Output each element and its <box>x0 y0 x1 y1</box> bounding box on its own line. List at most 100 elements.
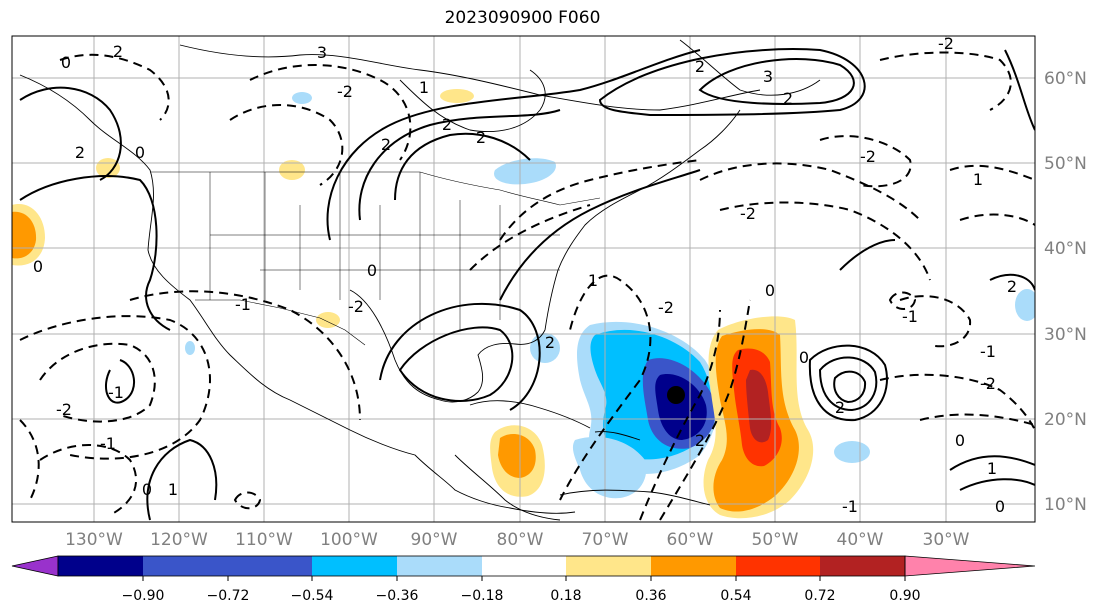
contour-label: -1 <box>100 434 116 453</box>
contour-solid-7 <box>19 86 122 181</box>
contour-label: 1 <box>419 78 429 97</box>
contour-label: 0 <box>142 480 152 499</box>
contour-solid-10 <box>499 169 701 301</box>
contour-label: 3 <box>317 43 327 62</box>
colorbar-tick-label: 0.18 <box>550 588 581 604</box>
lat-label: 20°N <box>1044 410 1087 430</box>
contour-label: -1 <box>108 383 124 402</box>
colorbar-tick-label: 0.90 <box>889 588 920 604</box>
contour-dashed-12 <box>899 295 972 348</box>
colorbar-seg-2 <box>143 556 228 576</box>
colorbar-tick-labels: −0.90 −0.72 −0.54 −0.36 −0.18 0.18 0.36 … <box>122 588 921 604</box>
contour-dashed-18 <box>59 53 170 121</box>
contour-label: 2 <box>1007 277 1017 296</box>
contour-dashed-5 <box>19 315 211 460</box>
coast-hispaniola <box>594 431 641 441</box>
contour-dashed-22 <box>888 291 917 310</box>
contour-label: 2 <box>476 128 486 147</box>
shade-hudson-blue <box>292 92 312 104</box>
map-content: 0 2 3 0 2 -2 2 1 2 3 2 2 -2 2 0 -1 -2 -1… <box>12 34 1035 522</box>
contour-solid-5 <box>698 57 855 105</box>
contour-label: -2 <box>938 34 954 53</box>
contour-solid-2 <box>358 109 561 221</box>
colorbar-tick-label: −0.72 <box>207 588 250 604</box>
lon-label: 50°W <box>752 530 799 550</box>
coast-gulf-of-mexico <box>349 289 546 403</box>
contour-label: 3 <box>763 67 773 86</box>
colorbar-tick-label: −0.36 <box>376 588 419 604</box>
contour-dashed-19 <box>499 159 701 241</box>
coast-south-america-north <box>559 489 711 506</box>
shade-center-dot <box>667 386 685 404</box>
coast-canada-north <box>179 44 761 111</box>
lat-label: 30°N <box>1044 325 1087 345</box>
lon-label: 120°W <box>150 530 208 550</box>
contour-label: 2 <box>442 115 452 134</box>
colorbar-seg-10 <box>820 556 905 576</box>
contour-label: 2 <box>835 398 845 417</box>
shade-light-blue-south <box>572 436 647 499</box>
contour-label: 2 <box>113 42 123 61</box>
contour-dashed-4 <box>39 342 156 423</box>
contour-label: 0 <box>367 261 377 280</box>
shade-bahamas-blue <box>530 333 560 363</box>
contour-solid-4 <box>598 48 866 117</box>
contour-label: 0 <box>955 431 965 450</box>
colorbar-seg-4 <box>312 556 397 576</box>
lon-label-group: 130°W 120°W 110°W 100°W 90°W 80°W 70°W 6… <box>65 530 970 550</box>
contour-label: -1 <box>902 307 918 326</box>
lon-label: 130°W <box>65 530 123 550</box>
contour-label: 0 <box>33 257 43 276</box>
coast-us-east <box>544 109 741 331</box>
shade-baja-blue <box>185 341 195 355</box>
lat-label: 10°N <box>1044 495 1087 515</box>
contour-label: -1 <box>235 295 251 314</box>
contour-dashed-11 <box>819 135 912 188</box>
colorbar-left-arrow <box>11 555 59 577</box>
contour-dashed-24 <box>959 213 1035 226</box>
contour-dashed-23 <box>949 164 1035 181</box>
contour-solid-16 <box>146 438 218 521</box>
colorbar-tick-label: 0.72 <box>804 588 835 604</box>
contour-label: 0 <box>995 497 1005 516</box>
contour-solid-1 <box>326 49 701 241</box>
shade-mexico-yellow <box>316 312 340 328</box>
colorbar-seg-7 <box>566 556 651 576</box>
contour-solid-20 <box>839 239 896 271</box>
lon-label: 80°W <box>497 530 544 550</box>
contour-solid-8 <box>398 326 514 402</box>
colorbar-tick-label: −0.90 <box>122 588 165 604</box>
contour-dashed-13 <box>879 373 1035 431</box>
map-frame <box>11 35 1036 523</box>
contour-dashed-17 <box>879 51 1012 111</box>
contour-label-group: 0 2 3 0 2 -2 2 1 2 3 2 2 -2 2 0 -1 -2 -1… <box>33 34 1017 516</box>
contour-dashed-10 <box>719 201 931 281</box>
contour-label: 1 <box>168 480 178 499</box>
contour-solid-13 <box>833 370 867 404</box>
colorbar-tick-label: −0.54 <box>291 588 334 604</box>
contour-dashed-15 <box>39 444 137 516</box>
contour-label: 1 <box>987 459 997 478</box>
colorbar-seg-6 <box>482 556 566 576</box>
lon-label: 100°W <box>320 530 378 550</box>
coast-cuba <box>469 400 591 429</box>
colorbar-tick-label: 0.36 <box>635 588 666 604</box>
lat-label: 60°N <box>1044 69 1087 89</box>
contour-dashed-1 <box>559 274 652 501</box>
contour-label: -2 <box>348 297 364 316</box>
colorbar-tick-label: −0.18 <box>461 588 504 604</box>
contour-solid-14 <box>949 455 1035 471</box>
contour-label: 1 <box>973 170 983 189</box>
contour-label: 2 <box>695 431 705 450</box>
contour-solid-6 <box>19 175 171 331</box>
contour-dashed-16 <box>19 419 40 501</box>
contour-label: 0 <box>61 53 71 72</box>
contour-solid-19 <box>1004 49 1035 131</box>
border-us-canada <box>150 171 601 206</box>
contour-label: -2 <box>56 400 72 419</box>
shade-east-atlantic-blue <box>1015 289 1035 321</box>
shade-rockies-yellow <box>279 160 305 180</box>
colorbar-seg-3 <box>228 556 312 576</box>
lat-label: 50°N <box>1044 154 1087 174</box>
coast-north-america-west <box>19 74 576 514</box>
